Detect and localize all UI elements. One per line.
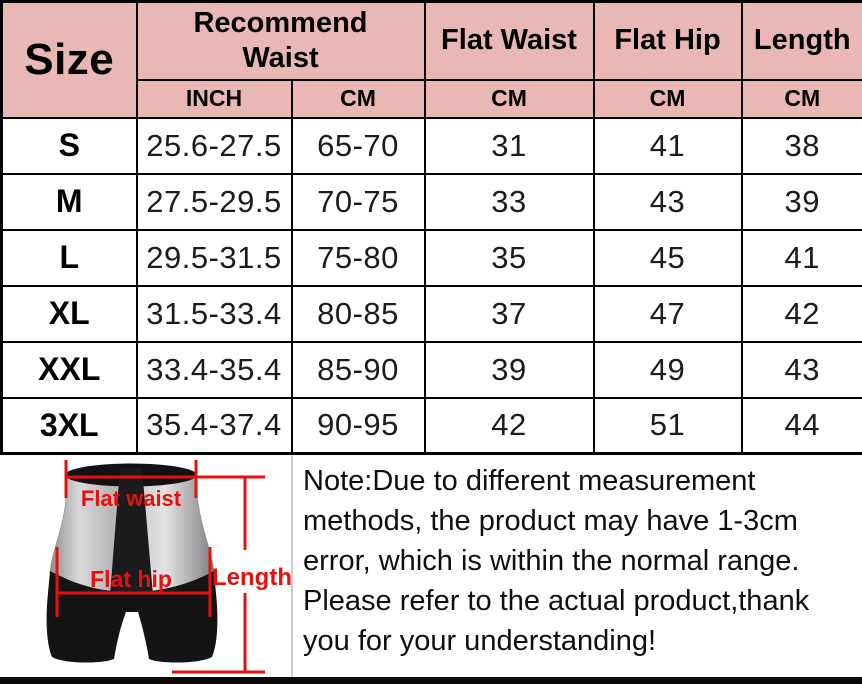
unit-cm-flat-hip: CM bbox=[592, 78, 743, 119]
flat-waist-label: Flat waist bbox=[81, 486, 182, 511]
cell-inch: 25.6-27.5 bbox=[135, 116, 293, 175]
flat-hip-label: Flat hip bbox=[90, 566, 172, 592]
cell-cm: 90-95 bbox=[290, 396, 426, 455]
header-flat-hip: Flat Hip bbox=[592, 0, 743, 81]
cell-cm: 85-90 bbox=[290, 340, 426, 399]
header-length: Length bbox=[740, 0, 862, 81]
cell-cm: 65-70 bbox=[290, 116, 426, 175]
size-table: Size Recommend Waist Flat Waist Flat Hip… bbox=[0, 0, 862, 455]
header-flat-waist: Flat Waist bbox=[423, 0, 595, 81]
cell-length: 39 bbox=[740, 172, 862, 231]
bottom-section: Flat waist Flat hip Length Note:Due to d… bbox=[0, 455, 862, 677]
cell-flat-waist: 35 bbox=[423, 228, 595, 287]
cell-flat-waist: 33 bbox=[423, 172, 595, 231]
cell-length: 38 bbox=[740, 116, 862, 175]
table-row-xl: XL 31.5-33.4 80-85 37 47 42 bbox=[0, 284, 862, 343]
cell-flat-waist: 31 bbox=[423, 116, 595, 175]
cell-cm: 75-80 bbox=[290, 228, 426, 287]
cell-inch: 31.5-33.4 bbox=[135, 284, 293, 343]
cell-size: S bbox=[0, 116, 138, 175]
header-recommend-waist: Recommend Waist bbox=[135, 0, 426, 81]
table-header-row: Size Recommend Waist Flat Waist Flat Hip… bbox=[0, 0, 862, 119]
unit-cm-recommend: CM bbox=[290, 78, 426, 119]
length-label: Length bbox=[212, 564, 291, 591]
cell-cm: 80-85 bbox=[290, 284, 426, 343]
product-figure-panel: Flat waist Flat hip Length bbox=[0, 455, 293, 677]
cell-length: 44 bbox=[740, 396, 862, 455]
cell-size: XL bbox=[0, 284, 138, 343]
cell-cm: 70-75 bbox=[290, 172, 426, 231]
table-row-s: S 25.6-27.5 65-70 31 41 38 bbox=[0, 116, 862, 175]
cell-inch: 29.5-31.5 bbox=[135, 228, 293, 287]
cell-length: 42 bbox=[740, 284, 862, 343]
unit-inch: INCH bbox=[135, 78, 293, 119]
unit-cm-length: CM bbox=[740, 78, 862, 119]
cell-flat-hip: 47 bbox=[592, 284, 743, 343]
shapewear-measurement-figure: Flat waist Flat hip Length bbox=[46, 460, 292, 674]
header-recommend-waist-label: Recommend Waist bbox=[193, 6, 368, 74]
cell-flat-waist: 39 bbox=[423, 340, 595, 399]
note-text: Note:Due to different measurement method… bbox=[303, 465, 810, 657]
table-row-m: M 27.5-29.5 70-75 33 43 39 bbox=[0, 172, 862, 231]
cell-length: 43 bbox=[740, 340, 862, 399]
cell-flat-hip: 51 bbox=[592, 396, 743, 455]
cell-flat-waist: 37 bbox=[423, 284, 595, 343]
cell-flat-hip: 49 bbox=[592, 340, 743, 399]
cell-inch: 35.4-37.4 bbox=[135, 396, 293, 455]
measurement-lines bbox=[55, 460, 265, 674]
note-panel: Note:Due to different measurement method… bbox=[293, 455, 862, 677]
cell-flat-hip: 41 bbox=[592, 116, 743, 175]
table-row-l: L 29.5-31.5 75-80 35 45 41 bbox=[0, 228, 862, 287]
cell-inch: 33.4-35.4 bbox=[135, 340, 293, 399]
cell-size: XXL bbox=[0, 340, 138, 399]
cell-size: L bbox=[0, 228, 138, 287]
cell-size: 3XL bbox=[0, 396, 138, 455]
table-row-3xl: 3XL 35.4-37.4 90-95 42 51 44 bbox=[0, 396, 862, 455]
cell-flat-hip: 43 bbox=[592, 172, 743, 231]
bottom-bar bbox=[0, 677, 862, 684]
table-unit-row: INCH CM CM CM CM bbox=[2, 78, 862, 119]
garment-front-strip bbox=[110, 468, 153, 595]
header-size: Size bbox=[0, 0, 138, 119]
cell-size: M bbox=[0, 172, 138, 231]
cell-inch: 27.5-29.5 bbox=[135, 172, 293, 231]
cell-flat-hip: 45 bbox=[592, 228, 743, 287]
unit-cm-flat-waist: CM bbox=[423, 78, 595, 119]
table-row-xxl: XXL 33.4-35.4 85-90 39 49 43 bbox=[0, 340, 862, 399]
cell-flat-waist: 42 bbox=[423, 396, 595, 455]
cell-length: 41 bbox=[740, 228, 862, 287]
